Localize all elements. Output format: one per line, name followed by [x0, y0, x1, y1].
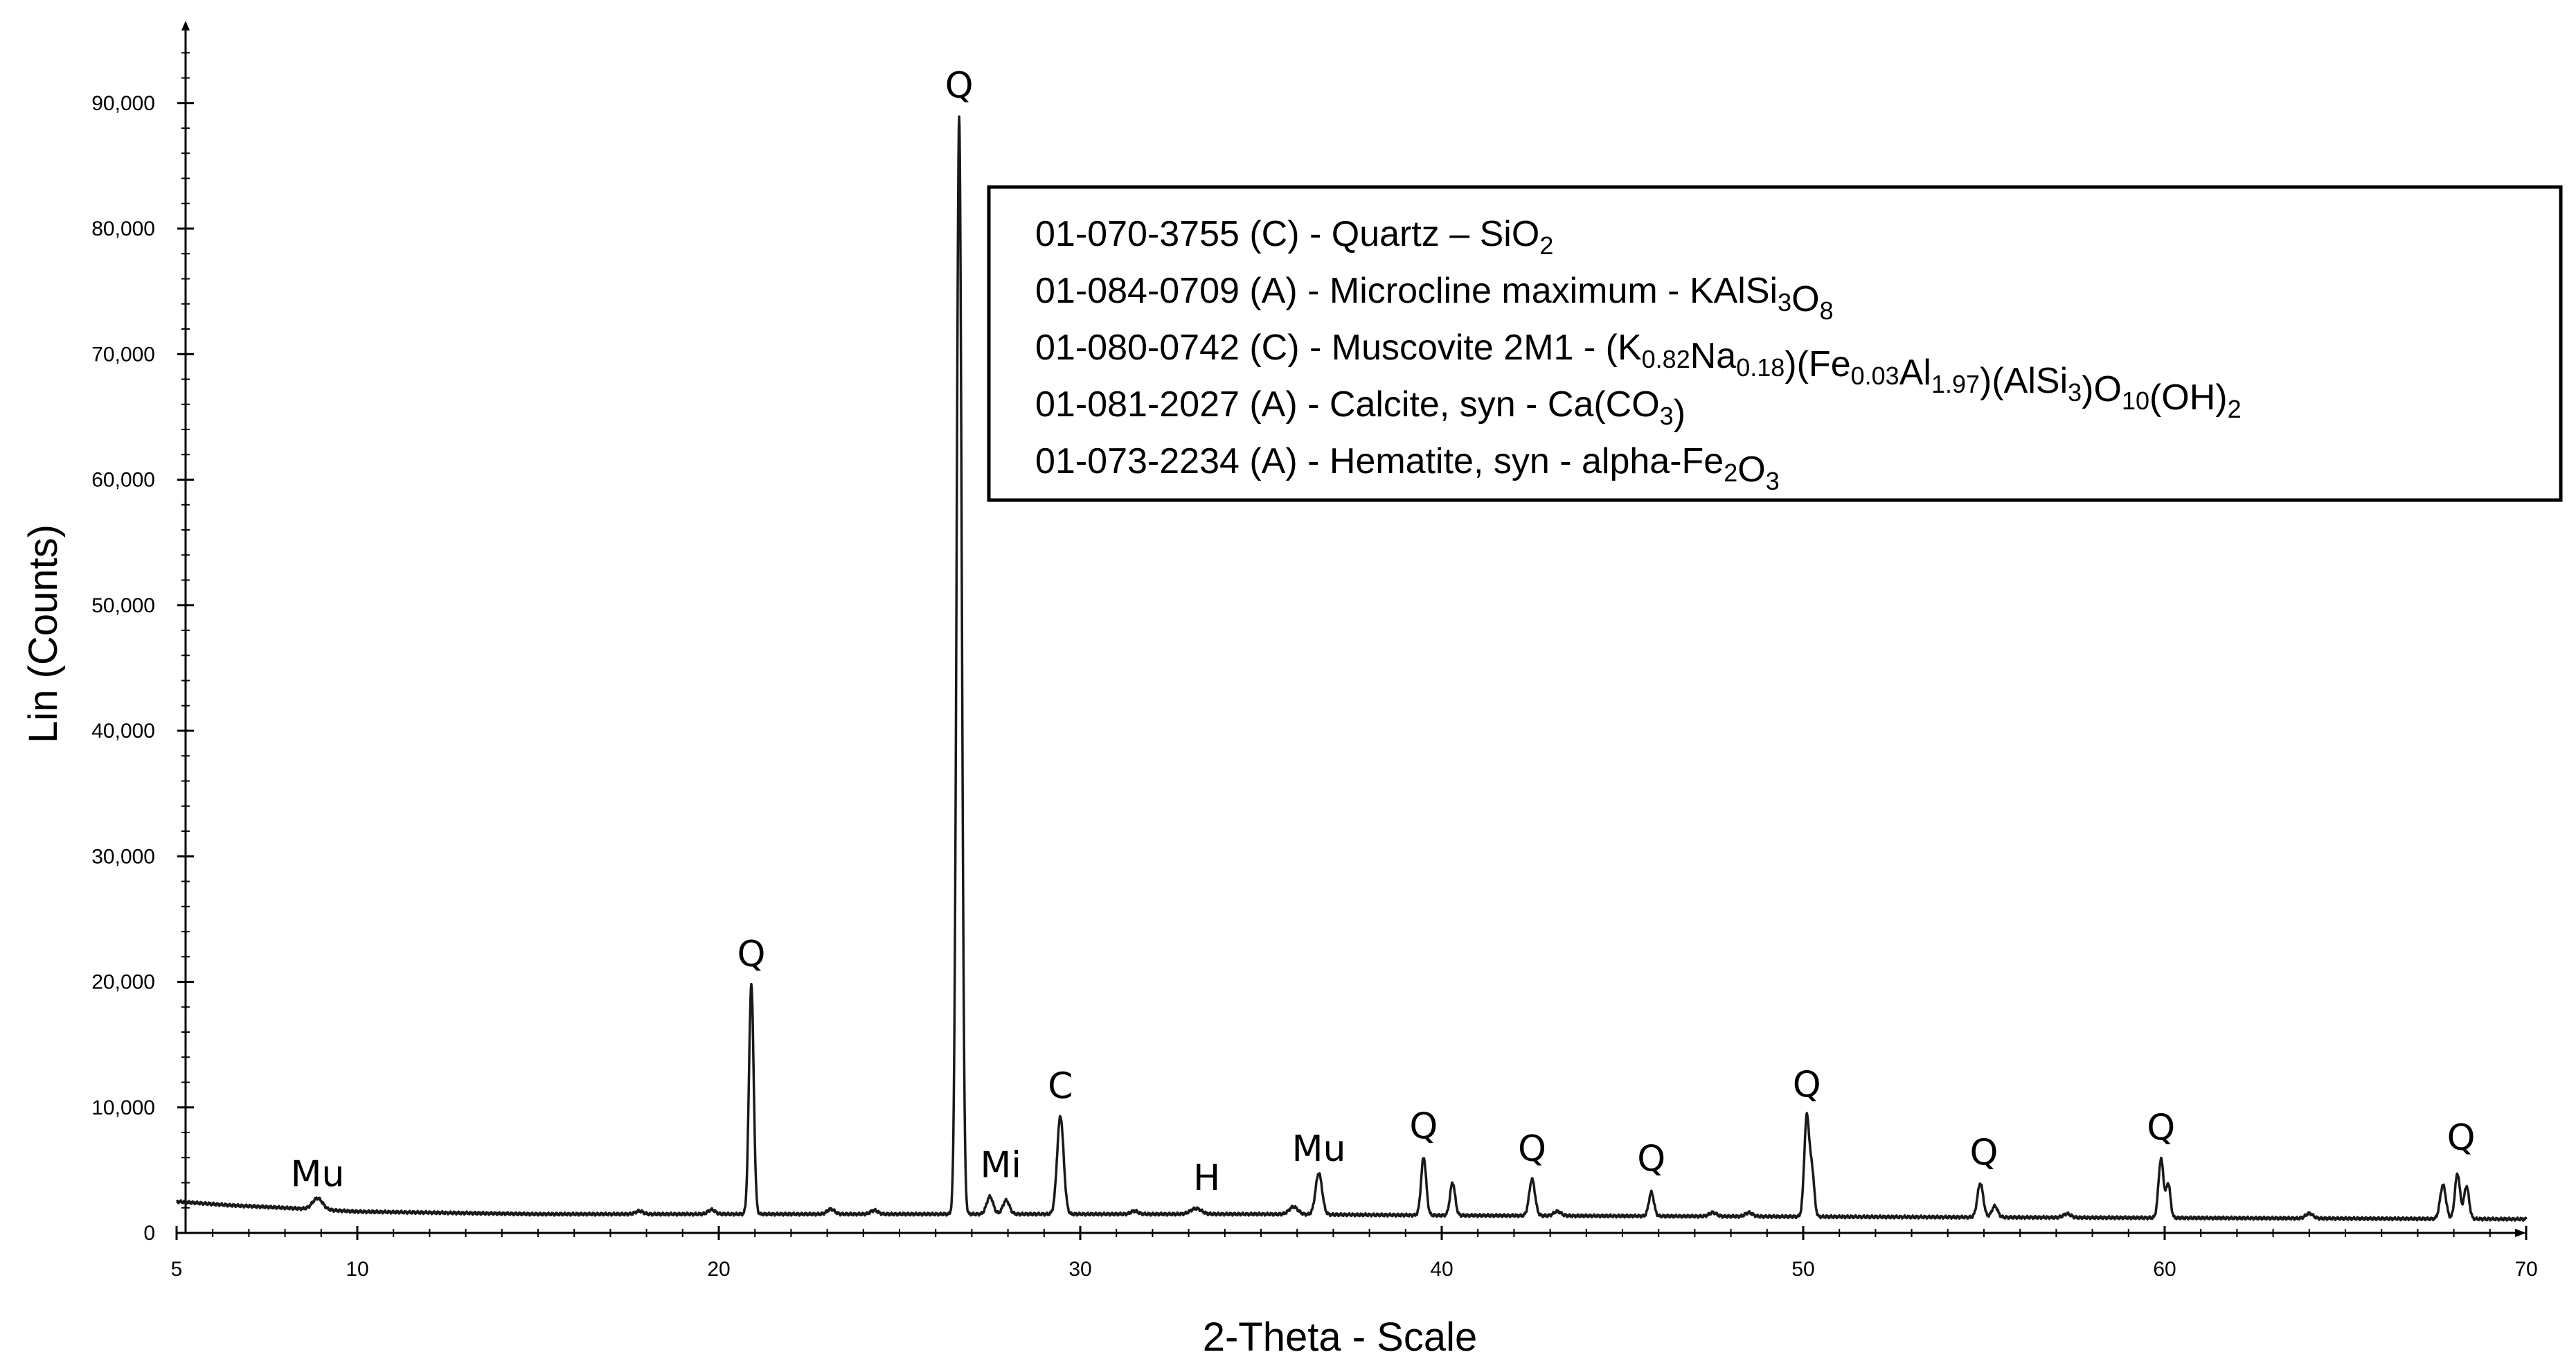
legend-entry: 01-073-2234 (A) - Hematite, syn - alpha-… [1035, 441, 1780, 495]
peak-label: C [1048, 1065, 1073, 1107]
y-axis-title: Lin (Counts) [21, 524, 66, 743]
peak-label: Q [2447, 1117, 2476, 1159]
y-tick-label: 60,000 [91, 469, 155, 492]
legend-entry: 01-080-0742 (C) - Muscovite 2M1 - (K0.82… [1035, 328, 2242, 423]
y-tick-label: 80,000 [91, 217, 155, 240]
y-tick-label: 50,000 [91, 594, 155, 617]
x-tick-label: 40 [1430, 1258, 1453, 1281]
legend-box [987, 185, 2563, 502]
y-axis-ticks: 0 10,000 20,000 30,000 40,000 50,000 60,000 70,… [91, 52, 194, 1245]
peak-labels: Mu Q Q Mi C H Mu Q Q Q Q Q Q Q [291, 65, 2476, 1199]
peak-label: Q [1970, 1132, 1998, 1174]
y-tick-label: 10,000 [91, 1096, 155, 1119]
y-tick-label: 90,000 [91, 92, 155, 115]
x-tick-label: 10 [346, 1258, 368, 1281]
legend-entry: 01-081-2027 (A) - Calcite, syn - Ca(CO3) [1035, 384, 1685, 433]
peak-label: Q [1518, 1128, 1546, 1170]
y-tick-label: 70,000 [91, 343, 155, 366]
x-tick-label: 20 [707, 1258, 730, 1281]
peak-label: H [1193, 1157, 1220, 1199]
peak-label: Q [945, 65, 974, 107]
x-tick-label: 50 [1791, 1258, 1814, 1281]
diffraction-trace [175, 115, 2528, 1222]
peak-label: Q [1793, 1065, 1821, 1106]
peak-label: Mu [1292, 1128, 1346, 1170]
peak-label: Q [1637, 1139, 1665, 1180]
peak-label: Q [1409, 1105, 1438, 1147]
x-tick-label: 60 [2153, 1258, 2176, 1281]
x-tick-label: 30 [1068, 1258, 1091, 1281]
x-tick-label: 5 [171, 1258, 183, 1281]
x-axis-ticks: 5 10 20 30 40 50 60 70 [171, 1226, 2538, 1281]
y-tick-label: 40,000 [91, 720, 155, 743]
x-tick-label: 70 [2514, 1258, 2537, 1281]
y-tick-label: 30,000 [91, 845, 155, 868]
peak-label: Q [2147, 1107, 2175, 1148]
y-axis-arrow-icon [181, 21, 190, 30]
peak-label: Q [737, 934, 766, 975]
y-tick-label: 0 [143, 1222, 155, 1245]
legend: 01-070-3755 (C) - Quartz – SiO2 01-084-07… [987, 185, 2563, 502]
x-axis-arrow-icon [2515, 1229, 2526, 1237]
legend-entry: 01-084-0709 (A) - Microcline maximum - K… [1035, 271, 1834, 325]
legend-entry: 01-070-3755 (C) - Quartz – SiO2 [1035, 214, 1553, 260]
x-axis-title: 2-Theta - Scale [1203, 1315, 1478, 1360]
y-tick-label: 20,000 [91, 971, 155, 994]
peak-label: Mu [291, 1153, 345, 1195]
peak-label: Mi [981, 1145, 1021, 1187]
